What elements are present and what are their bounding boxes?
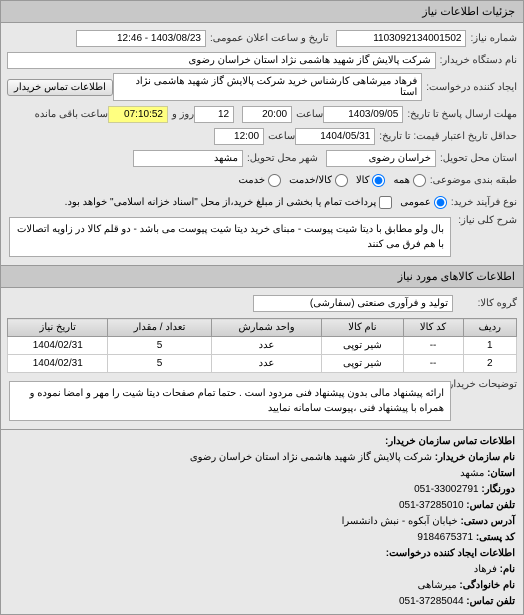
process-opt1-text: عمومی (400, 197, 431, 208)
cell: عدد (211, 355, 322, 373)
process-radio-public[interactable]: عمومی (400, 196, 447, 209)
process-note-text: پرداخت تمام یا بخشی از مبلغ خرید،از محل … (65, 197, 377, 208)
time-label-2: ساعت (268, 131, 295, 142)
col-qty: تعداد / مقدار (108, 319, 211, 337)
table-row[interactable]: 1 -- شیر توپی عدد 5 1404/02/31 (8, 337, 517, 355)
contact-province-label: استان: (487, 468, 515, 479)
buyer-notes-text: ارائه پیشنهاد مالی بدون پیشنهاد فنی مردو… (9, 381, 451, 421)
cell: -- (403, 337, 463, 355)
goods-table: ردیف کد کالا نام کالا واحد شمارش تعداد /… (7, 318, 517, 373)
cell: 5 (108, 337, 211, 355)
group-select[interactable]: تولید و فرآوری صنعتی (سفارشی) (253, 295, 453, 312)
quote-valid-date: 1404/05/31 (295, 128, 375, 145)
quote-valid-label: حداقل تاریخ اعتبار قیمت: تا تاریخ: (379, 131, 517, 142)
name-value: فرهاد (474, 564, 497, 575)
tel2-label: تلفن تماس: (466, 596, 515, 607)
addr-value: خیابان آبکوه - نبش دانشسرا (342, 516, 458, 527)
main-form: شماره نیاز: 1103092134001502 تاریخ و ساع… (0, 23, 524, 266)
tel2-value: 37285044-051 (399, 596, 464, 607)
group-label: گروه کالا: (457, 298, 517, 309)
desc-text: بال ولو مطابق با دیتا شیت پیوست - مبنای … (9, 217, 451, 257)
cell: 1404/02/31 (8, 355, 108, 373)
table-row[interactable]: 2 -- شیر توپی عدد 5 1404/02/31 (8, 355, 517, 373)
pkg-opt-service-text: کالا/خدمت (289, 175, 332, 186)
pkg-radio-service2[interactable]: خدمت (238, 174, 281, 187)
cell: 1 (463, 337, 516, 355)
name-label: نام: (500, 564, 515, 575)
city-select[interactable]: مشهد (133, 150, 243, 167)
days-left: 12 (194, 106, 234, 123)
device-label: نام دستگاه خریدار: (440, 55, 517, 66)
days-left-label: روز و (172, 109, 194, 120)
org-value: شرکت پالایش گاز شهید هاشمی نژاد استان خر… (190, 452, 432, 463)
req-no-value: 1103092134001502 (336, 30, 466, 47)
contact-province-value: مشهد (460, 468, 484, 479)
pkg-opt-all-text: همه (393, 175, 409, 186)
org-label: نام سازمان خریدار: (435, 452, 515, 463)
addr-label: آدرس دستی: (460, 516, 515, 527)
province-select[interactable]: خراسان رضوی (326, 150, 436, 167)
col-row: ردیف (463, 319, 516, 337)
lastname-value: میرشاهی (418, 580, 457, 591)
req-no-label: شماره نیاز: (470, 33, 517, 44)
process-check-note[interactable]: پرداخت تمام یا بخشی از مبلغ خرید،از محل … (65, 196, 393, 209)
col-name: نام کالا (322, 319, 403, 337)
postal-value: 9184675371 (417, 532, 473, 543)
quote-valid-time: 12:00 (214, 128, 264, 145)
creator-title: اطلاعات ایجاد کننده درخواست: (386, 548, 515, 559)
fax-value: 33002791-051 (414, 484, 479, 495)
cell: -- (403, 355, 463, 373)
pkg-opt-service2-text: خدمت (238, 175, 265, 186)
pkg-radio-goods[interactable]: کالا (356, 174, 386, 187)
pkg-radio-service[interactable]: کالا/خدمت (289, 174, 348, 187)
province-label: استان محل تحویل: (440, 153, 517, 164)
goods-section: گروه کالا: تولید و فرآوری صنعتی (سفارشی)… (0, 288, 524, 430)
postal-label: کد پستی: (476, 532, 515, 543)
announce-date: 1403/08/23 - 12:46 (76, 30, 206, 47)
lastname-label: نام خانوادگی: (459, 580, 515, 591)
tel-label: تلفن تماس: (466, 500, 515, 511)
creator-name: فرهاد میرشاهی کارشناس خرید شرکت پالایش گ… (113, 73, 422, 101)
deadline-send-time: 20:00 (242, 106, 292, 123)
tel-value: 37285010-051 (399, 500, 464, 511)
cell: 5 (108, 355, 211, 373)
cell: عدد (211, 337, 322, 355)
col-date: تاریخ نیاز (8, 319, 108, 337)
col-unit: واحد شمارش (211, 319, 322, 337)
announce-label: تاریخ و ساعت اعلان عمومی: (210, 33, 329, 44)
process-label: نوع فرآیند خرید: (451, 197, 517, 208)
fax-label: دورنگار: (481, 484, 515, 495)
device-name: شرکت پالایش گاز شهید هاشمی نژاد استان خر… (7, 52, 436, 69)
timer: 07:10:52 (108, 106, 168, 123)
city-label: شهر محل تحویل: (247, 153, 318, 164)
creator-label: ایجاد کننده درخواست: (426, 82, 517, 93)
buyer-notes-label: توضیحات خریدار: (457, 379, 517, 390)
deadline-send-label: مهلت ارسال پاسخ تا تاریخ: (407, 109, 517, 120)
table-header-row: ردیف کد کالا نام کالا واحد شمارش تعداد /… (8, 319, 517, 337)
goods-section-title: اطلاعات کالاهای مورد نیاز (0, 266, 524, 288)
contact-title: اطلاعات تماس سازمان خریدار: (385, 436, 515, 447)
time-label-1: ساعت (296, 109, 323, 120)
cell: 1404/02/31 (8, 337, 108, 355)
cell: شیر توپی (322, 355, 403, 373)
contact-buyer-button[interactable]: اطلاعات تماس خریدار (7, 79, 113, 96)
pkg-radio-all[interactable]: همه (393, 174, 425, 187)
panel-title: جزئیات اطلاعات نیاز (0, 0, 524, 23)
timer-label: ساعت باقی مانده (35, 109, 108, 120)
contact-section: اطلاعات تماس سازمان خریدار: نام سازمان خ… (0, 430, 524, 615)
cell: 2 (463, 355, 516, 373)
pkg-opt-goods-text: کالا (356, 175, 370, 186)
pkg-label: طبقه بندی موضوعی: (430, 175, 517, 186)
deadline-send-date: 1403/09/05 (323, 106, 403, 123)
cell: شیر توپی (322, 337, 403, 355)
desc-label: شرح کلی نیاز: (457, 215, 517, 226)
col-code: کد کالا (403, 319, 463, 337)
